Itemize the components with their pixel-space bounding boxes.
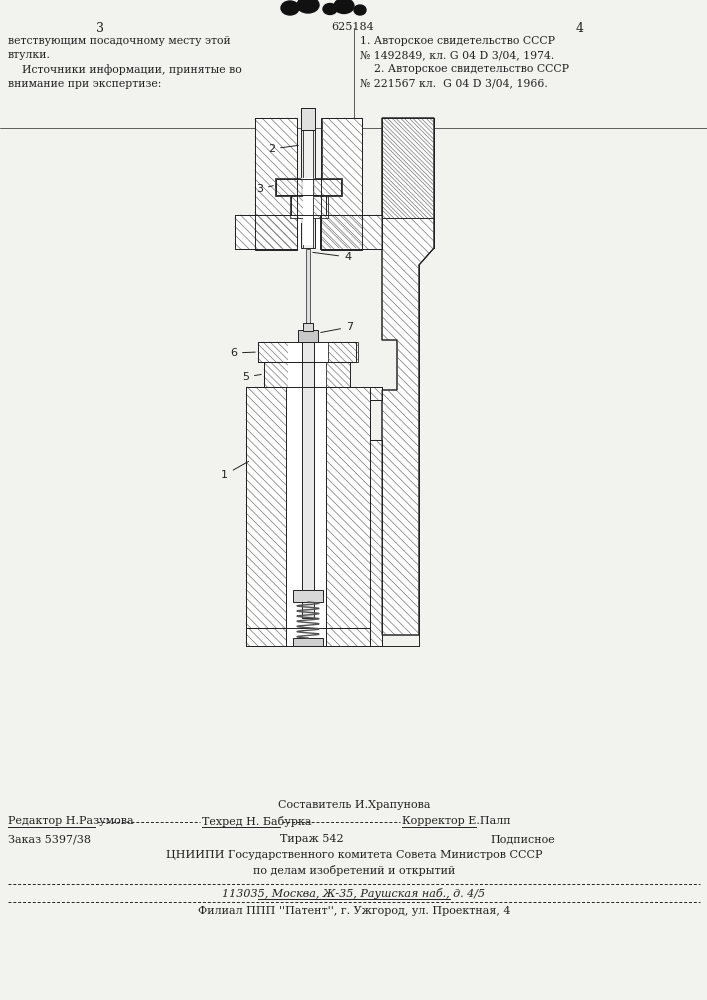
Bar (303, 178, 313, 245)
Bar (306, 249, 310, 338)
Text: Редактор Н.Разумова: Редактор Н.Разумова (8, 816, 134, 826)
Bar (298, 330, 318, 342)
Bar (303, 323, 313, 331)
Bar (288, 342, 328, 362)
Polygon shape (382, 118, 434, 635)
Bar (246, 387, 286, 628)
Bar (301, 108, 315, 130)
Text: 5: 5 (242, 372, 262, 382)
Text: 3: 3 (256, 184, 274, 194)
Text: ЦНИИПИ Государственного комитета Совета Министров СССР
по делам изобретений и от: ЦНИИПИ Государственного комитета Совета … (165, 850, 542, 876)
Bar (303, 118, 313, 248)
Bar (326, 362, 350, 387)
Text: 1. Авторское свидетельство СССР
№ 1492849, кл. G 04 D 3/04, 1974.
    2. Авторск: 1. Авторское свидетельство СССР № 149284… (360, 36, 569, 88)
Text: ветствующим посадочному месту этой
втулки.
    Источники информации, принятые во: ветствующим посадочному месту этой втулк… (8, 36, 242, 89)
Bar (288, 362, 326, 387)
Bar (275, 178, 342, 196)
Ellipse shape (297, 0, 319, 13)
Text: Техред Н. Бабурка: Техред Н. Бабурка (202, 816, 312, 827)
Ellipse shape (334, 0, 354, 13)
Text: 625184: 625184 (332, 22, 375, 32)
Bar (290, 196, 328, 218)
Text: Подписное: Подписное (490, 834, 555, 844)
Text: Заказ 5397/38: Заказ 5397/38 (8, 834, 91, 844)
Bar (264, 362, 288, 387)
Bar (326, 628, 370, 646)
Bar (293, 638, 323, 646)
Bar (322, 118, 362, 248)
Bar (258, 342, 288, 362)
Bar (321, 118, 362, 250)
Bar (382, 118, 434, 218)
Bar (320, 215, 382, 249)
Text: 6: 6 (230, 348, 255, 358)
Bar (291, 195, 326, 215)
Bar (286, 387, 326, 646)
Text: Тираж 542: Тираж 542 (280, 834, 344, 844)
Bar (246, 628, 286, 646)
Bar (255, 118, 297, 250)
Bar (301, 118, 315, 248)
Bar (301, 108, 315, 130)
Bar (264, 362, 350, 387)
Bar (320, 215, 382, 249)
Bar (258, 342, 356, 362)
Text: Филиал ППП ''Патент'', г. Ужгород, ул. Проектная, 4: Филиал ППП ''Патент'', г. Ужгород, ул. П… (198, 906, 510, 916)
Text: 113035, Москва, Ж-35, Раушская наб., д. 4/5: 113035, Москва, Ж-35, Раушская наб., д. … (223, 888, 486, 899)
Bar (276, 179, 341, 195)
Bar (297, 215, 322, 249)
Bar (255, 118, 297, 248)
Text: 4: 4 (312, 252, 351, 262)
Bar (326, 387, 370, 628)
Ellipse shape (323, 3, 337, 14)
Text: 2: 2 (268, 144, 298, 154)
Bar (246, 628, 286, 646)
Bar (326, 628, 370, 646)
Bar (301, 178, 315, 223)
Bar (246, 387, 286, 628)
Bar (235, 215, 297, 249)
Bar (382, 118, 434, 218)
Text: 1: 1 (221, 461, 249, 480)
Text: 7: 7 (321, 322, 353, 332)
Bar (302, 330, 314, 618)
Text: 3: 3 (96, 22, 104, 35)
Text: Корректор Е.Палп: Корректор Е.Палп (402, 816, 510, 826)
Text: Составитель И.Храпунова: Составитель И.Храпунова (278, 800, 431, 810)
Bar (326, 387, 370, 628)
Ellipse shape (281, 1, 299, 15)
Text: 4: 4 (576, 22, 584, 35)
Bar (235, 215, 297, 249)
Bar (293, 590, 323, 602)
Bar (328, 342, 358, 362)
Polygon shape (370, 387, 382, 646)
Ellipse shape (354, 5, 366, 15)
